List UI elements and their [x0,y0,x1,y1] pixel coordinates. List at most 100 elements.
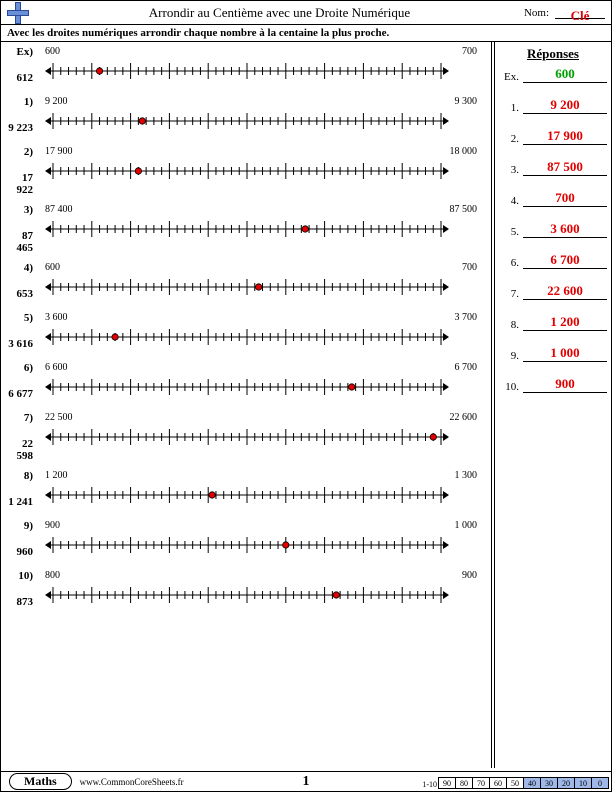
numberline-left-label: 3 600 [45,312,68,323]
number-line [37,531,457,557]
answer-row: 1. 9 200 [499,97,607,114]
numberline-left-label: 22 500 [45,412,73,423]
instruction-text: Avec les droites numériques arrondir cha… [1,25,611,42]
numberline-left-label: 6 600 [45,362,68,373]
problem-label: 5) 3 616 [7,312,37,354]
answer-value: 87 500 [523,159,607,176]
numberline-wrap [37,581,485,612]
number-line [37,273,457,299]
problem-label: 6) 6 677 [7,362,37,404]
answer-value: 17 900 [523,128,607,145]
answer-value: 900 [523,376,607,393]
problem-body: 6 600 6 700 [37,362,485,404]
answer-row: 6. 6 700 [499,252,607,269]
number-line [37,215,457,241]
answer-value: 1 000 [523,345,607,362]
problem-body: 600 700 [37,262,485,304]
problem-value: 3 616 [7,338,33,350]
answer-value: 1 200 [523,314,607,331]
score-grid: 1-109080706050403020100 [422,777,609,789]
page-number: 1 [303,774,310,790]
key-label: Clé [571,8,590,23]
answer-number: 3. [499,164,519,176]
problem-row: 4) 653 600 700 [7,262,485,304]
subject-badge: Maths [9,773,72,790]
numberline-wrap [37,157,485,188]
numberline-left-label: 800 [45,570,60,581]
answer-number: 5. [499,226,519,238]
problem-row: 1) 9 223 9 200 9 300 [7,96,485,138]
answer-row: 5. 3 600 [499,221,607,238]
problem-value: 22 598 [7,438,33,462]
problem-label: 9) 960 [7,520,37,562]
problem-body: 900 1 000 [37,520,485,562]
numberline-wrap [37,107,485,138]
numberline-left-label: 87 400 [45,204,73,215]
score-cell: 20 [557,777,575,789]
answer-number: 2. [499,133,519,145]
problem-value: 9 223 [7,122,33,134]
numberline-wrap [37,273,485,304]
problem-body: 600 700 [37,46,485,88]
header: Arrondir au Centième avec une Droite Num… [1,1,611,25]
problem-row: 7) 22 598 22 500 22 600 [7,412,485,462]
answer-value: 6 700 [523,252,607,269]
numberline-wrap [37,57,485,88]
answer-row: 2. 17 900 [499,128,607,145]
number-line [37,323,457,349]
number-line [37,373,457,399]
numberline-labels: 900 1 000 [37,520,485,531]
problem-value: 17 922 [7,172,33,196]
name-field: Clé [555,7,605,19]
answer-value: 22 600 [523,283,607,300]
answer-row: 3. 87 500 [499,159,607,176]
numberline-right-label: 18 000 [450,146,478,157]
score-cell: 60 [489,777,507,789]
numberline-labels: 3 600 3 700 [37,312,485,323]
answer-number: 10. [499,381,519,393]
numberline-labels: 600 700 [37,262,485,273]
worksheet-title: Arrondir au Centième avec une Droite Num… [35,5,524,21]
number-line [37,157,457,183]
number-line [37,107,457,133]
answer-row: Ex. 600 [499,66,607,83]
numberline-right-label: 22 600 [450,412,478,423]
answer-number: 8. [499,319,519,331]
answer-value: 600 [523,66,607,83]
name-label: Nom: [524,7,549,19]
numberline-right-label: 9 300 [455,96,478,107]
problem-label: 3) 87 465 [7,204,37,254]
problem-label: 7) 22 598 [7,412,37,462]
numberline-wrap [37,215,485,246]
numberline-wrap [37,423,485,454]
score-cell: 90 [438,777,456,789]
problem-label: 8) 1 241 [7,470,37,512]
score-cell: 10 [574,777,592,789]
number-line [37,481,457,507]
score-cell: 40 [523,777,541,789]
problem-body: 3 600 3 700 [37,312,485,354]
score-range-label: 1-10 [422,780,437,789]
problems-column: Ex) 612 600 700 1) 9 223 9 200 9 300 [1,42,491,768]
score-cell: 30 [540,777,558,789]
problem-value: 873 [7,596,33,608]
numberline-wrap [37,373,485,404]
problem-body: 22 500 22 600 [37,412,485,462]
numberline-labels: 600 700 [37,46,485,57]
answer-row: 8. 1 200 [499,314,607,331]
answer-number: Ex. [499,71,519,83]
numberline-wrap [37,531,485,562]
numberline-right-label: 87 500 [450,204,478,215]
problem-row: 5) 3 616 3 600 3 700 [7,312,485,354]
answers-title: Réponses [499,46,607,62]
answer-number: 4. [499,195,519,207]
answer-value: 700 [523,190,607,207]
number-line [37,581,457,607]
score-cell: 80 [455,777,473,789]
answer-number: 1. [499,102,519,114]
problem-body: 9 200 9 300 [37,96,485,138]
numberline-left-label: 17 900 [45,146,73,157]
numberline-right-label: 700 [462,46,477,57]
problem-label: Ex) 612 [7,46,37,88]
answer-row: 7. 22 600 [499,283,607,300]
